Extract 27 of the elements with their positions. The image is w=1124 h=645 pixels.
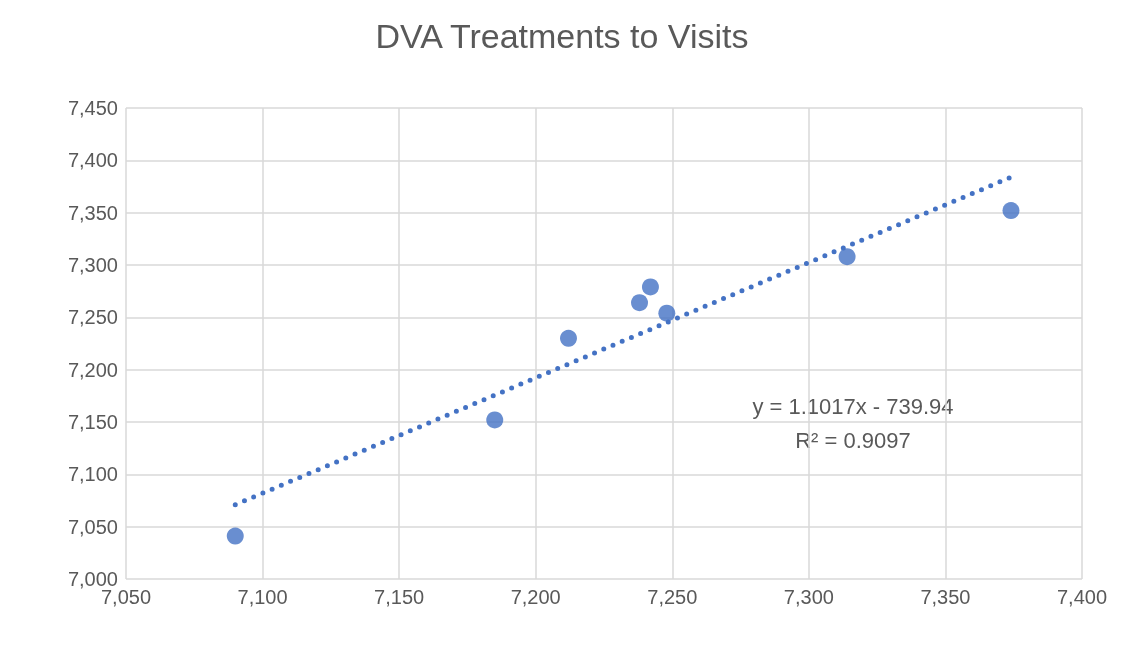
y-tick-label: 7,150	[67, 411, 118, 433]
chart-title: DVA Treatments to Visits	[375, 17, 749, 55]
y-tick-label: 7,200	[67, 358, 118, 381]
point	[631, 294, 649, 312]
y-tick-label: 7,250	[67, 306, 118, 329]
x-tick-label: 7,350	[920, 586, 971, 608]
x-tick-label: 7,200	[510, 586, 561, 608]
x-tick-label: 7,100	[237, 586, 288, 608]
y-tick-label: 7,400	[67, 149, 118, 172]
x-tick-label: 7,150	[374, 586, 425, 608]
y-tick-label: 7,450	[67, 97, 118, 119]
point	[838, 248, 856, 266]
x-tick-label: 7,300	[783, 586, 834, 608]
point	[560, 329, 577, 347]
point	[486, 411, 504, 429]
y-tick-label: 7,100	[67, 463, 118, 486]
point	[226, 527, 244, 545]
x-tick-label: 7,400	[1056, 586, 1108, 608]
y-tick-label: 7,350	[67, 201, 118, 224]
point	[1002, 202, 1020, 220]
y-tick-label: 7,050	[67, 515, 118, 538]
point	[641, 278, 659, 296]
y-tick-label: 7,300	[67, 254, 118, 276]
annotation: R² = 0.9097	[795, 427, 911, 453]
point	[658, 304, 676, 322]
x-tick-label: 7,250	[647, 586, 698, 608]
annotation: y = 1.1017x - 739.94	[752, 393, 954, 419]
